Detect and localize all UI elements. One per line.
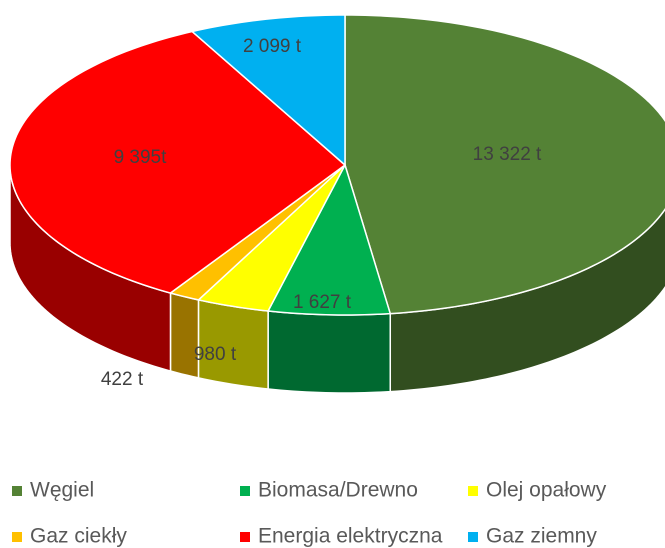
legend-swatch [12,532,22,542]
value-label: 1 627 t [293,292,352,313]
legend-label: Gaz ziemny [486,525,597,548]
legend-label: Energia elektryczna [258,525,443,548]
value-label: 2 099 t [243,36,302,57]
legend-swatch [12,486,22,496]
pie-side [169,292,200,379]
value-label: 980 t [194,344,237,365]
legend-swatch [240,532,250,542]
value-label: 422 t [101,369,144,390]
pie-slice [9,30,347,294]
legend-label: Biomasa/Drewno [258,479,418,502]
pie-slice [266,163,392,316]
legend-swatch [468,486,478,496]
pie-slice [190,14,346,167]
legend-swatch [468,532,478,542]
pie-side [267,310,392,394]
value-label: 13 322 t [473,144,542,165]
pie-slice [344,14,665,315]
legend-label: Węgiel [30,479,94,502]
value-label: 9 395t [114,147,168,168]
legend-label: Gaz ciekły [30,525,127,548]
legend-label: Olej opałowy [486,479,607,502]
pie-slice [196,164,346,312]
legend-swatch [240,486,250,496]
